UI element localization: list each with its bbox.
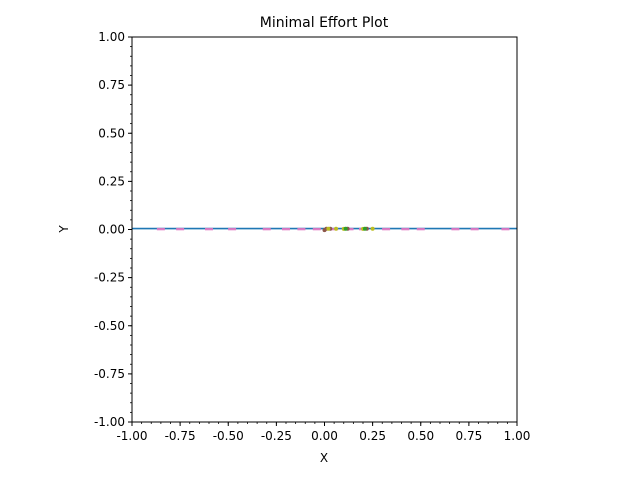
- dash-mark: [282, 227, 290, 231]
- dash-mark: [401, 227, 410, 231]
- x-tick-label: 0.25: [359, 429, 386, 443]
- x-tick-label: -1.00: [116, 429, 147, 443]
- y-tick-label: 0.00: [98, 223, 125, 237]
- y-tick-label: -0.75: [94, 367, 125, 381]
- y-tick-label: -1.00: [94, 415, 125, 429]
- dash-mark: [382, 227, 391, 231]
- y-tick-label: -0.25: [94, 271, 125, 285]
- dash-mark: [297, 227, 306, 231]
- data-point: [334, 226, 339, 231]
- y-tick-label: 0.25: [98, 174, 125, 188]
- dash-mark: [451, 227, 460, 231]
- y-axis: 1.00 0.75 0.50 0.25 0.00 -0.25 -0.50 -0.75 -1.00: [94, 30, 132, 429]
- y-axis-label: Y: [57, 225, 71, 234]
- x-axis-label: X: [320, 451, 328, 465]
- dash-mark: [176, 227, 185, 231]
- x-tick-label: 0.50: [407, 429, 434, 443]
- x-tick-label: 1.00: [504, 429, 531, 443]
- x-axis: -1.00 -0.75 -0.50 -0.25 0.00 0.25 0.50 0.75 1.00: [116, 422, 530, 443]
- dash-mark: [228, 227, 237, 231]
- dash-mark: [262, 227, 271, 231]
- data-point: [322, 228, 327, 233]
- dash-mark: [470, 227, 479, 231]
- dash-mark: [312, 227, 321, 231]
- data-point: [326, 226, 331, 231]
- dash-mark: [205, 227, 213, 231]
- x-tick-label: 0.75: [456, 429, 483, 443]
- y-tick-label: -0.50: [94, 319, 125, 333]
- data-point: [343, 226, 348, 231]
- dash-mark: [501, 227, 510, 231]
- x-tick-label: -0.25: [261, 429, 292, 443]
- y-tick-label: 0.75: [98, 78, 125, 92]
- x-tick-label: 0.00: [311, 429, 338, 443]
- x-tick-label: -0.75: [165, 429, 196, 443]
- data-point: [362, 226, 367, 231]
- plot-marks: [132, 226, 517, 233]
- data-point: [370, 226, 375, 231]
- y-tick-label: 1.00: [98, 30, 125, 44]
- dash-mark: [156, 227, 165, 231]
- y-tick-label: 0.50: [98, 126, 125, 140]
- dash-mark: [416, 227, 425, 231]
- x-tick-label: -0.50: [213, 429, 244, 443]
- chart-title: Minimal Effort Plot: [260, 15, 389, 31]
